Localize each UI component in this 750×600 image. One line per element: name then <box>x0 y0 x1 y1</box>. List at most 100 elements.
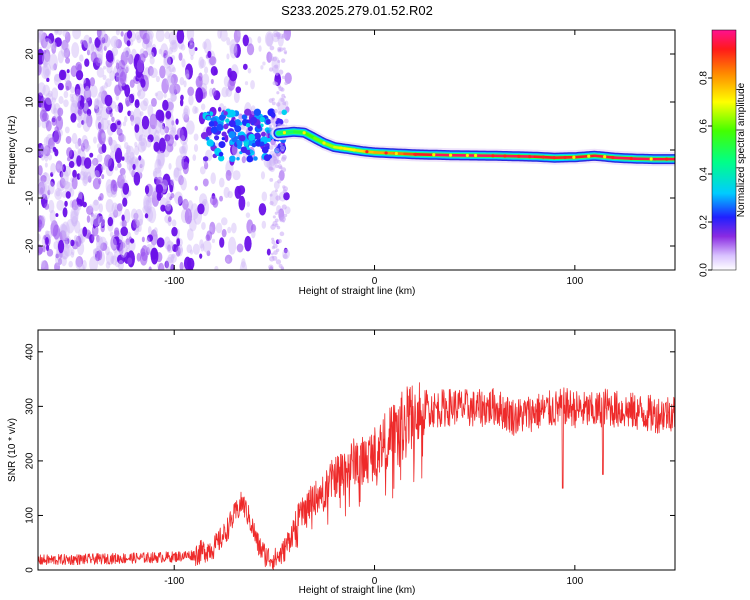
noise-speckle <box>82 100 89 112</box>
noise-speckle <box>162 173 171 186</box>
noise-speckle <box>116 128 123 136</box>
noise-speckle <box>179 76 185 86</box>
noise-streak <box>283 96 287 99</box>
noise-speckle <box>69 93 74 98</box>
noise-speckle <box>53 107 58 114</box>
noise-speckle <box>48 53 58 71</box>
noise-speckle <box>237 30 242 37</box>
noise-speckle <box>226 258 230 263</box>
noise-speckle <box>187 228 194 241</box>
noise-speckle <box>123 46 131 57</box>
noise-streak <box>278 69 284 75</box>
noise-speckle <box>178 52 183 61</box>
spectrogram-x-tick-label: -100 <box>164 276 184 287</box>
noise-streak <box>281 204 287 210</box>
noise-streak <box>268 55 275 62</box>
noise-speckle <box>45 92 54 105</box>
noise-speckle <box>40 151 46 161</box>
noise-speckle <box>164 203 173 215</box>
noise-speckle <box>153 227 158 235</box>
noise-speckle <box>59 171 64 178</box>
noise-speckle <box>217 107 222 112</box>
noise-speckle <box>108 136 113 146</box>
noise-speckle <box>134 99 140 106</box>
noise-speckle <box>214 265 219 270</box>
ridge-core-segment <box>323 141 336 149</box>
noise-speckle <box>94 98 99 104</box>
cluster-blob <box>270 112 276 118</box>
noise-speckle <box>136 252 141 262</box>
ridge-dot <box>384 151 388 155</box>
noise-speckle <box>188 42 196 57</box>
chart-title: S233.2025.279.01.52.R02 <box>281 3 433 18</box>
cluster-blob <box>266 146 270 150</box>
noise-speckle <box>119 240 128 258</box>
noise-streak <box>279 143 283 147</box>
noise-speckle <box>40 260 46 268</box>
spectrogram-y-tick-label: 10 <box>25 96 36 108</box>
noise-speckle <box>123 208 131 224</box>
ridge-core-segment <box>353 148 366 153</box>
noise-speckle <box>140 158 146 168</box>
noise-speckle <box>173 167 180 178</box>
noise-speckle <box>184 69 190 79</box>
noise-speckle <box>134 141 138 148</box>
cluster-blob <box>218 155 225 162</box>
noise-speckle <box>43 38 52 50</box>
noise-speckle <box>38 219 43 228</box>
noise-speckle <box>71 176 78 190</box>
noise-streak <box>273 108 278 114</box>
ridge-dot <box>465 153 469 158</box>
noise-speckle <box>82 259 87 270</box>
spectrogram-y-tick-label: -10 <box>25 190 36 205</box>
noise-speckle <box>226 53 230 60</box>
noise-speckle <box>200 103 206 111</box>
noise-speckle <box>120 31 124 37</box>
noise-speckle <box>40 187 44 195</box>
noise-speckle <box>150 97 157 107</box>
noise-speckle <box>53 241 59 250</box>
noise-speckle <box>75 256 82 269</box>
noise-streak <box>283 118 289 124</box>
noise-speckle <box>38 63 42 76</box>
noise-speckle <box>43 49 51 63</box>
spectrogram-x-tick-label: 0 <box>372 276 378 287</box>
noise-speckle <box>147 134 154 143</box>
noise-speckle <box>95 57 99 62</box>
noise-speckle <box>213 68 218 76</box>
ridge-dot <box>322 141 326 145</box>
noise-speckle <box>144 185 150 195</box>
noise-speckle <box>178 175 184 186</box>
noise-speckle <box>113 65 122 77</box>
noise-speckle <box>97 122 102 130</box>
noise-speckle <box>59 177 66 189</box>
noise-speckle <box>101 174 105 180</box>
noise-speckle <box>110 122 117 133</box>
noise-speckle <box>130 156 139 168</box>
noise-speckle <box>83 87 92 102</box>
noise-speckle <box>93 99 103 116</box>
noise-speckle <box>113 209 119 218</box>
noise-speckle <box>64 126 70 134</box>
cluster-blob <box>246 155 254 163</box>
noise-streak <box>271 167 274 171</box>
spectrogram-x-tick-label: 100 <box>566 276 583 287</box>
noise-speckle <box>154 158 162 174</box>
noise-streak <box>275 248 280 252</box>
noise-speckle <box>59 230 67 242</box>
snr-frame <box>37 329 676 571</box>
noise-speckle <box>193 143 199 152</box>
noise-speckle <box>209 195 218 206</box>
noise-speckle <box>209 56 217 66</box>
noise-speckle <box>50 171 54 177</box>
noise-speckle <box>47 181 55 195</box>
noise-speckle <box>134 123 140 133</box>
cluster-blob <box>234 125 242 133</box>
noise-speckle <box>94 105 100 114</box>
noise-speckle <box>224 134 229 143</box>
noise-speckle <box>60 224 68 235</box>
noise-speckle <box>117 162 122 169</box>
noise-speckle <box>226 37 231 46</box>
noise-speckle <box>192 154 197 162</box>
noise-speckle <box>70 206 79 225</box>
